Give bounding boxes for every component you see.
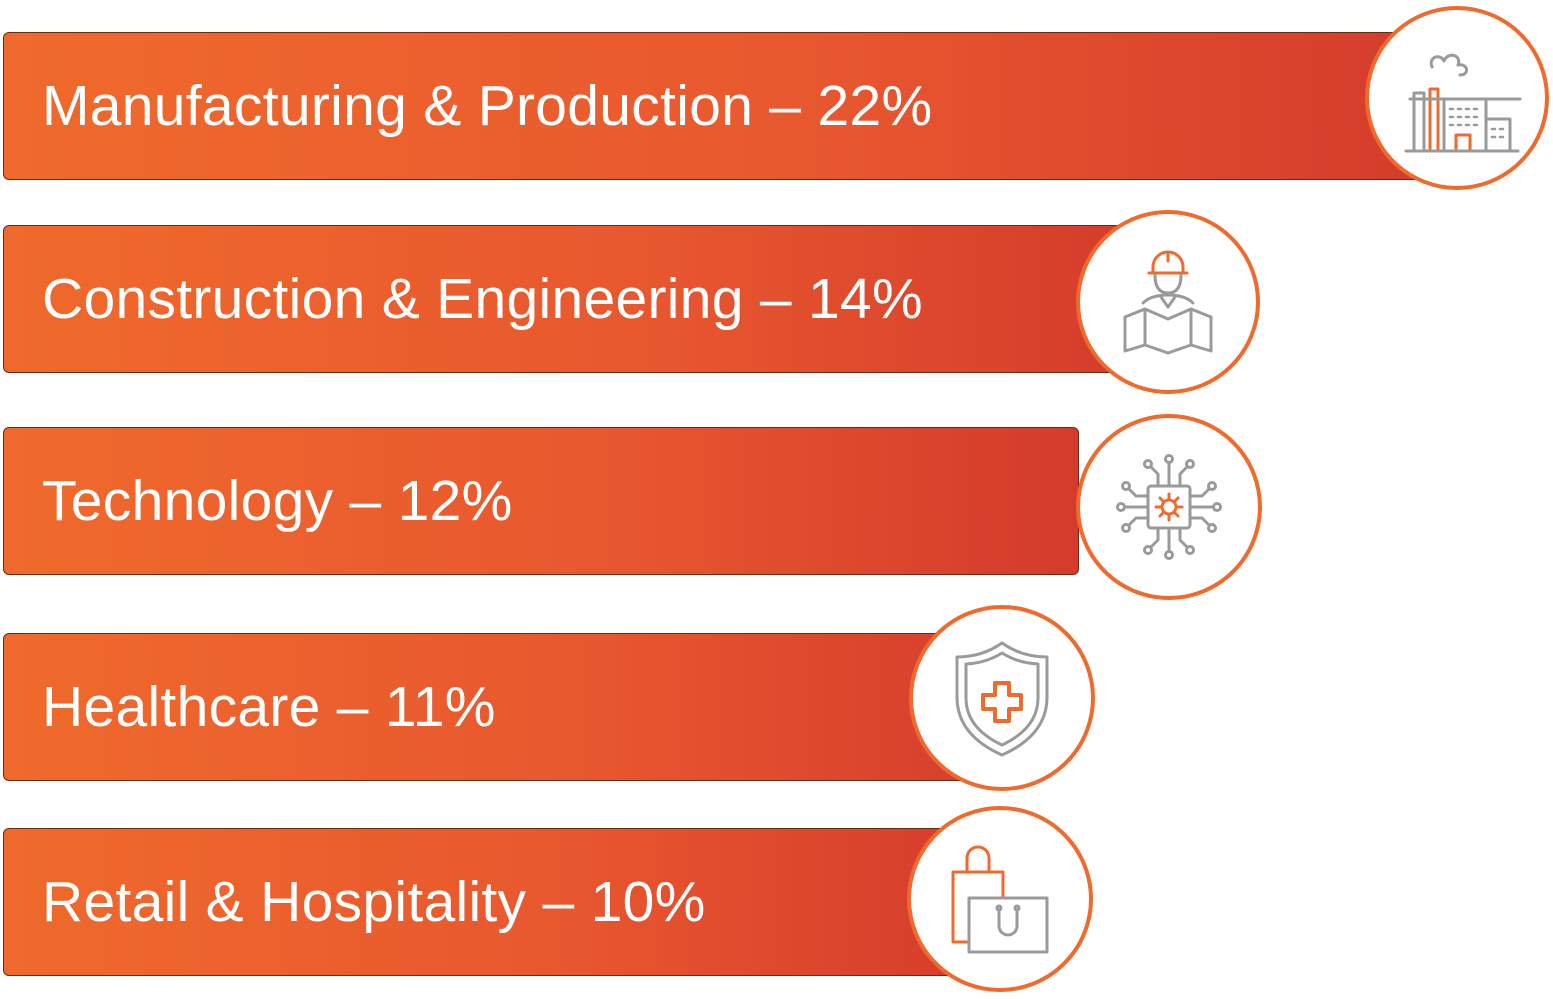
engineer-badge <box>1076 210 1260 394</box>
chip-icon <box>1116 454 1222 560</box>
engineer-icon <box>1123 250 1213 355</box>
chip-badge <box>1076 414 1262 600</box>
bar-label: Healthcare – 11% <box>42 675 496 739</box>
bar-retail: Retail & Hospitality – 10% <box>3 828 1003 976</box>
factory-badge <box>1365 6 1549 190</box>
shopping-bags-badge <box>907 806 1093 992</box>
bar-technology: Technology – 12% <box>3 427 1079 575</box>
bar-construction: Construction & Engineering – 14% <box>3 225 1155 373</box>
medical-shield-icon <box>955 641 1049 757</box>
medical-shield-badge <box>909 605 1095 791</box>
shopping-bags-icon <box>951 845 1049 954</box>
bar-label: Retail & Hospitality – 10% <box>42 870 706 934</box>
bar-label: Technology – 12% <box>42 469 513 533</box>
bar-label: Manufacturing & Production – 22% <box>42 74 933 138</box>
factory-icon <box>1404 53 1522 153</box>
bar-label: Construction & Engineering – 14% <box>42 267 923 331</box>
bar-healthcare: Healthcare – 11% <box>3 633 1041 781</box>
bar-manufacturing: Manufacturing & Production – 22% <box>3 32 1458 180</box>
